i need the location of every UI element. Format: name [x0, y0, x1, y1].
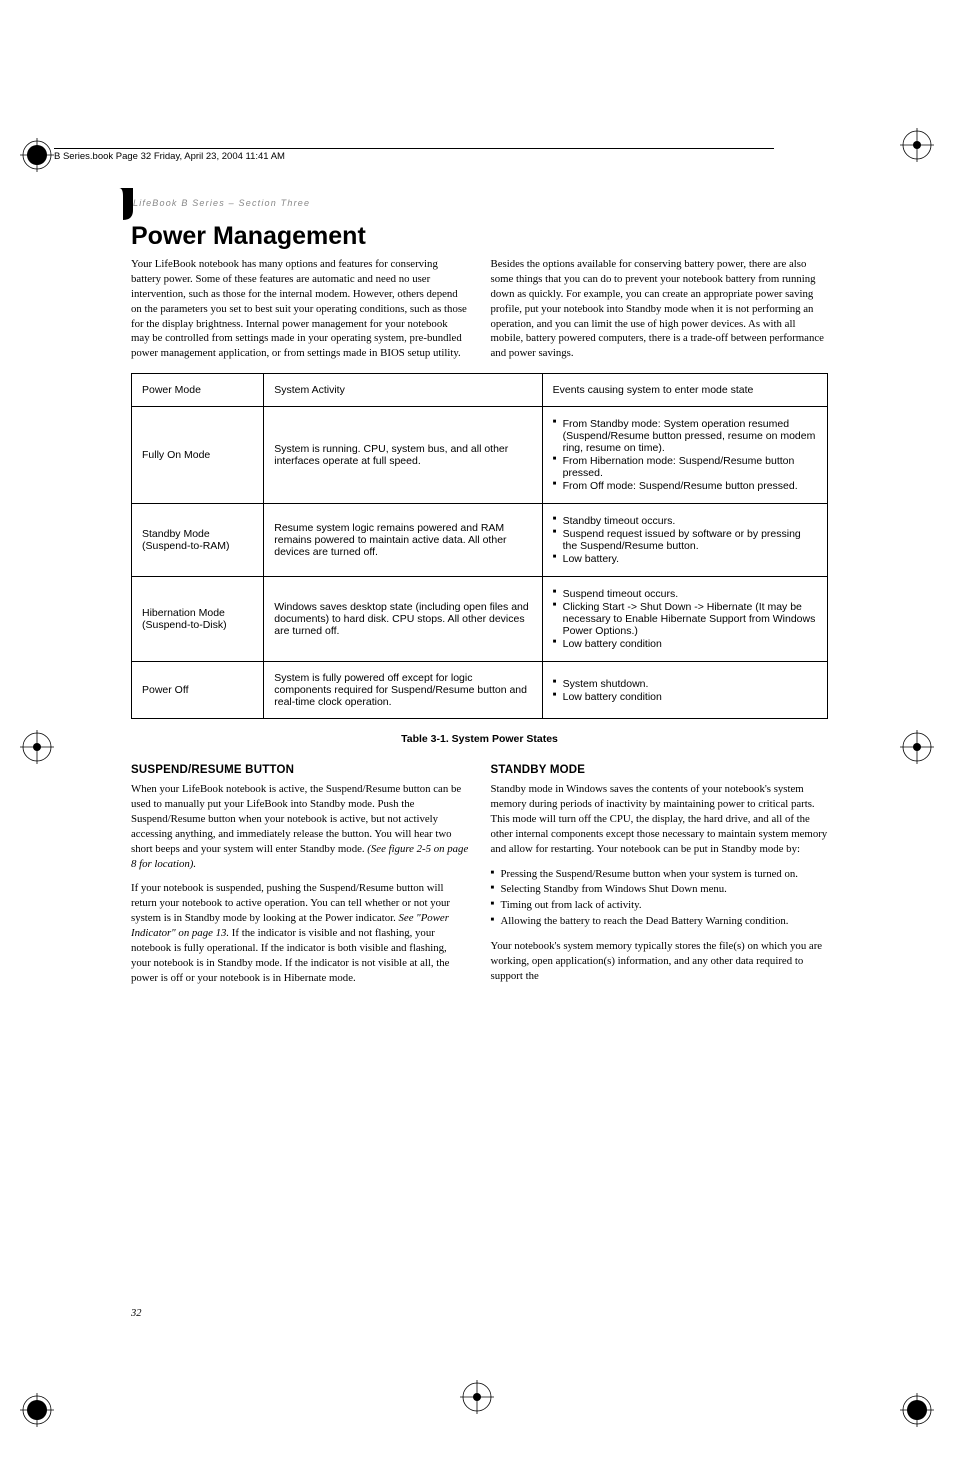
- table-row: Fully On Mode System is running. CPU, sy…: [132, 407, 828, 504]
- event-item: Standby timeout occurs.: [553, 515, 817, 527]
- mode-cell: Hibernation Mode (Suspend-to-Disk): [132, 577, 264, 662]
- event-item: From Off mode: Suspend/Resume button pre…: [553, 480, 817, 492]
- table-header: Power Mode: [132, 374, 264, 407]
- page-number: 32: [131, 1308, 142, 1319]
- body-paragraph: Your notebook's system memory typically …: [491, 939, 829, 984]
- events-cell: Suspend timeout occurs. Clicking Start -…: [542, 577, 827, 662]
- list-item: Timing out from lack of activity.: [491, 898, 829, 913]
- mode-cell: Power Off: [132, 662, 264, 719]
- activity-cell: Windows saves desktop state (including o…: [264, 577, 542, 662]
- body-columns: SUSPEND/RESUME BUTTON When your LifeBook…: [131, 763, 828, 995]
- running-head: LifeBook B Series – Section Three: [133, 198, 310, 208]
- activity-cell: Resume system logic remains powered and …: [264, 504, 542, 577]
- event-item: Suspend timeout occurs.: [553, 588, 817, 600]
- right-body-column: STANDBY MODE Standby mode in Windows sav…: [491, 763, 829, 995]
- activity-cell: System is fully powered off except for l…: [264, 662, 542, 719]
- mode-cell: Fully On Mode: [132, 407, 264, 504]
- body-paragraph: If your notebook is suspended, pushing t…: [131, 881, 469, 985]
- list-item: Selecting Standby from Windows Shut Down…: [491, 882, 829, 897]
- event-item: Low battery condition: [553, 638, 817, 650]
- event-item: Clicking Start -> Shut Down -> Hibernate…: [553, 601, 817, 637]
- section-heading: SUSPEND/RESUME BUTTON: [131, 763, 469, 779]
- intro-left: Your LifeBook notebook has many options …: [131, 257, 469, 361]
- events-cell: System shutdown. Low battery condition: [542, 662, 827, 719]
- table-header: Events causing system to enter mode stat…: [542, 374, 827, 407]
- print-mark-icon: [20, 138, 54, 172]
- print-mark-icon: [900, 730, 934, 764]
- page-content: Power Management Your LifeBook notebook …: [131, 222, 828, 996]
- table-row: Hibernation Mode (Suspend-to-Disk) Windo…: [132, 577, 828, 662]
- body-bullets: Pressing the Suspend/Resume button when …: [491, 867, 829, 930]
- print-mark-icon: [20, 1393, 54, 1427]
- table-header-row: Power Mode System Activity Events causin…: [132, 374, 828, 407]
- section-heading: STANDBY MODE: [491, 763, 829, 779]
- events-cell: From Standby mode: System operation resu…: [542, 407, 827, 504]
- page-title: Power Management: [131, 222, 828, 251]
- print-mark-icon: [900, 128, 934, 162]
- left-body-column: SUSPEND/RESUME BUTTON When your LifeBook…: [131, 763, 469, 995]
- power-states-table: Power Mode System Activity Events causin…: [131, 373, 828, 719]
- body-paragraph: Standby mode in Windows saves the conten…: [491, 782, 829, 856]
- intro-right: Besides the options available for conser…: [491, 257, 829, 361]
- event-item: Low battery condition: [553, 691, 817, 703]
- activity-cell: System is running. CPU, system bus, and …: [264, 407, 542, 504]
- table-row: Standby Mode (Suspend-to-RAM) Resume sys…: [132, 504, 828, 577]
- mode-cell: Standby Mode (Suspend-to-RAM): [132, 504, 264, 577]
- event-item: Suspend request issued by software or by…: [553, 528, 817, 552]
- framemaker-header-text: B Series.book Page 32 Friday, April 23, …: [54, 151, 285, 162]
- event-item: From Standby mode: System operation resu…: [553, 418, 817, 454]
- table-header: System Activity: [264, 374, 542, 407]
- framemaker-header: B Series.book Page 32 Friday, April 23, …: [54, 148, 774, 162]
- table-caption: Table 3-1. System Power States: [131, 733, 828, 745]
- event-item: System shutdown.: [553, 678, 817, 690]
- running-head-accent-icon: [119, 188, 133, 220]
- intro-columns: Your LifeBook notebook has many options …: [131, 257, 828, 361]
- list-item: Allowing the battery to reach the Dead B…: [491, 914, 829, 929]
- event-item: From Hibernation mode: Suspend/Resume bu…: [553, 455, 817, 479]
- events-cell: Standby timeout occurs. Suspend request …: [542, 504, 827, 577]
- print-mark-icon: [20, 730, 54, 764]
- body-paragraph: When your LifeBook notebook is active, t…: [131, 782, 469, 871]
- bottom-print-mark-icon: [460, 1380, 494, 1419]
- event-item: Low battery.: [553, 553, 817, 565]
- print-mark-icon: [900, 1393, 934, 1427]
- list-item: Pressing the Suspend/Resume button when …: [491, 867, 829, 882]
- table-row: Power Off System is fully powered off ex…: [132, 662, 828, 719]
